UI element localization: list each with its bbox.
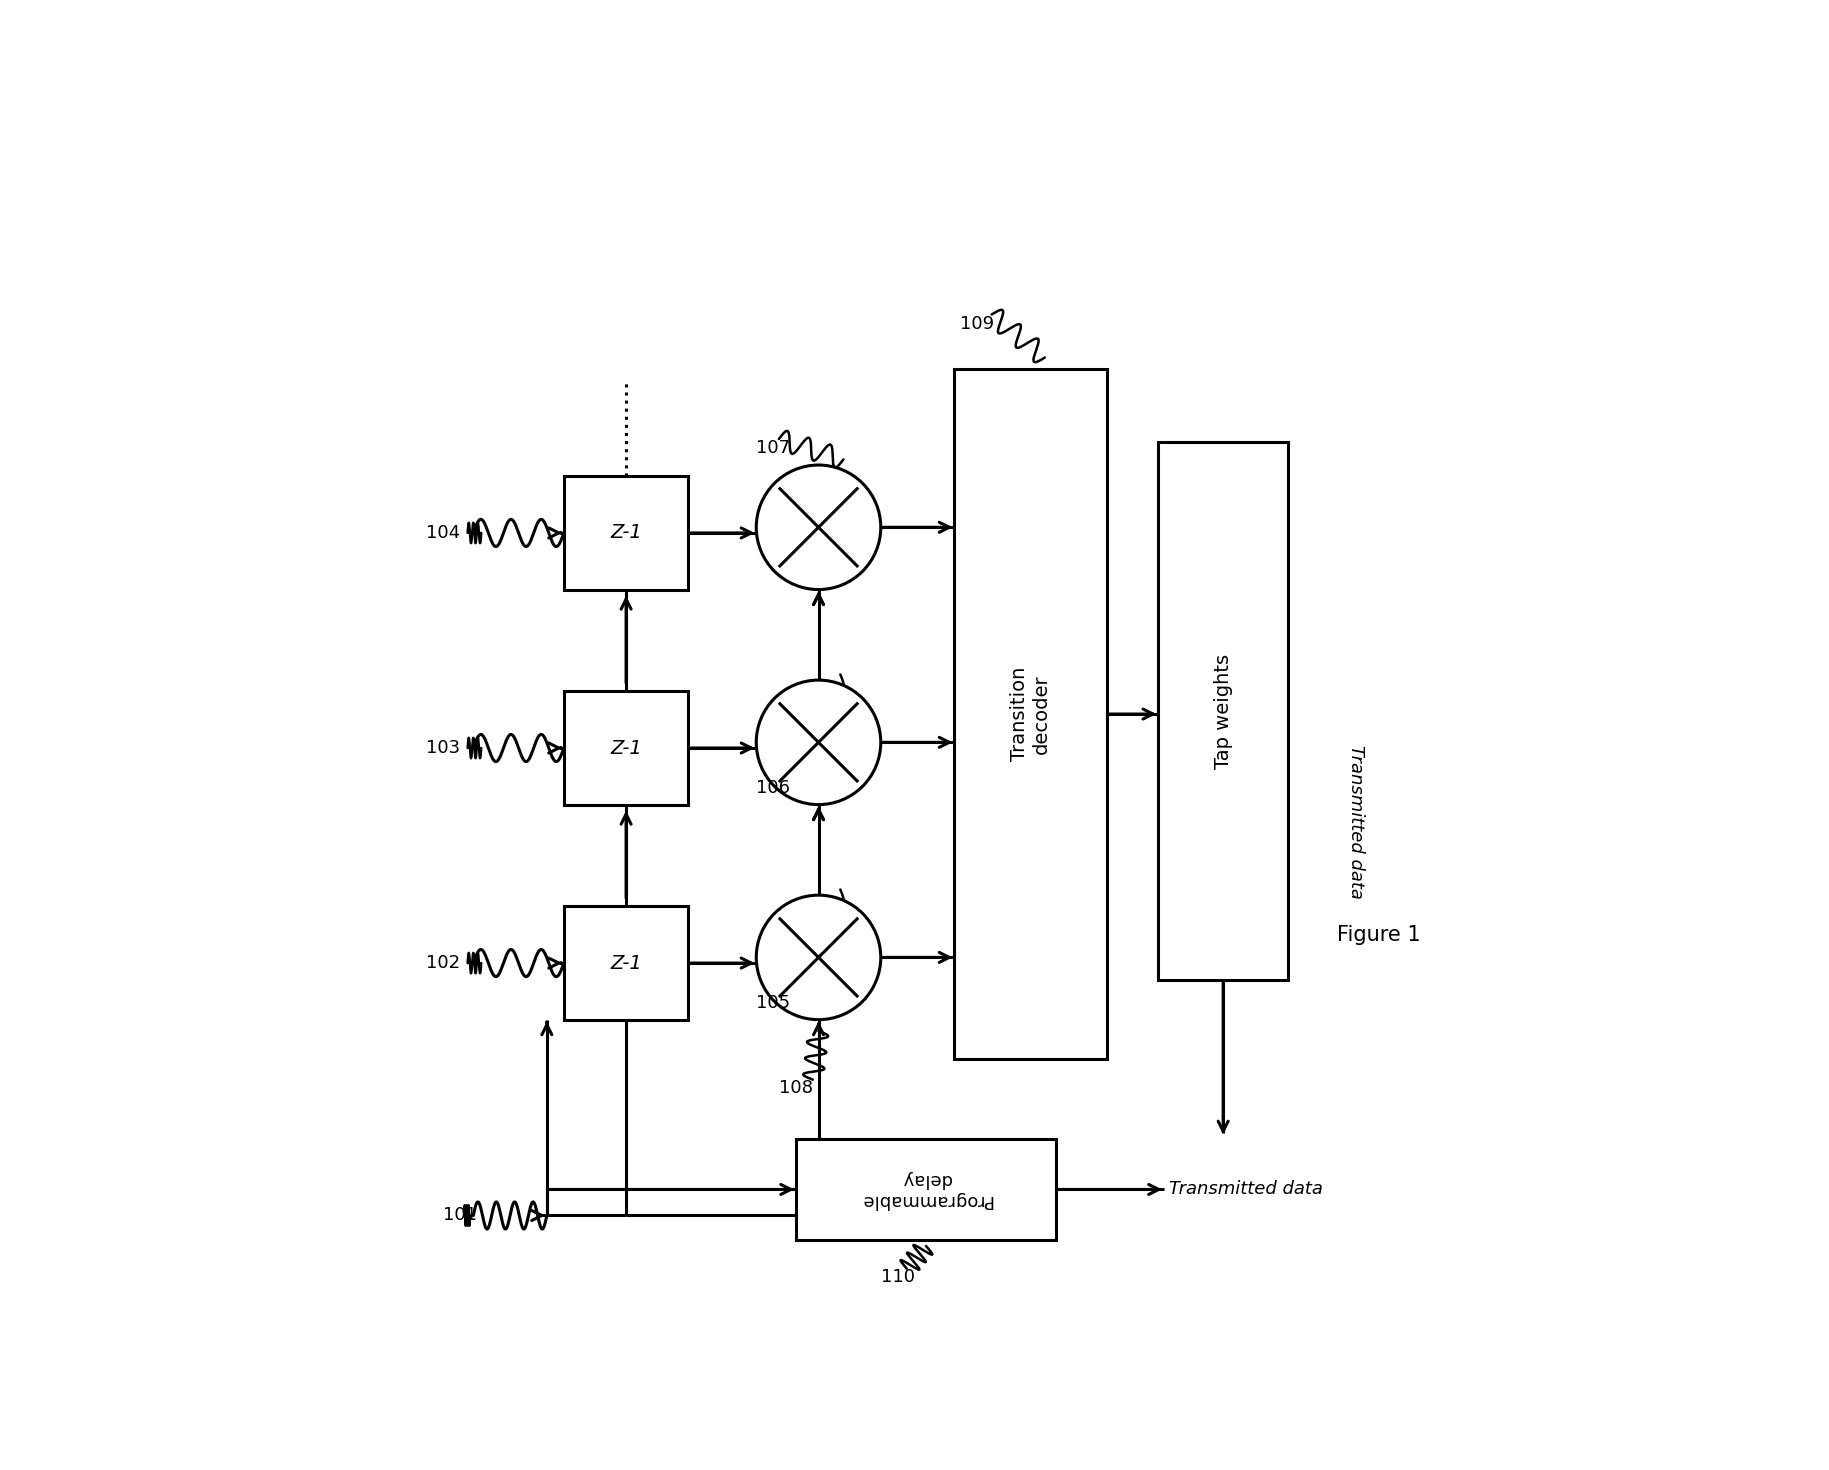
Text: 104: 104 (426, 523, 459, 542)
Text: Transmitted data: Transmitted data (1169, 1180, 1322, 1198)
Circle shape (755, 465, 882, 589)
Text: Figure 1: Figure 1 (1337, 925, 1421, 945)
Bar (563, 907, 688, 1020)
Text: Transition
decoder: Transition decoder (1010, 667, 1052, 761)
Bar (955, 369, 1107, 1060)
Text: 105: 105 (755, 994, 790, 1011)
Text: Z-1: Z-1 (611, 523, 642, 542)
Text: Tap weights: Tap weights (1214, 654, 1233, 769)
Bar (563, 691, 688, 804)
Text: 108: 108 (779, 1079, 812, 1097)
Bar (1158, 442, 1288, 980)
Text: 106: 106 (755, 779, 790, 797)
Circle shape (755, 681, 882, 804)
Text: 102: 102 (426, 954, 459, 972)
Text: 103: 103 (426, 739, 459, 757)
Text: Programmable
delay: Programmable delay (860, 1170, 993, 1208)
Text: 101: 101 (443, 1207, 477, 1225)
Text: 109: 109 (960, 315, 993, 332)
Text: Z-1: Z-1 (611, 738, 642, 757)
Text: 107: 107 (755, 440, 790, 457)
Text: 110: 110 (882, 1267, 914, 1286)
Bar (563, 476, 688, 589)
Bar (796, 1139, 1055, 1241)
Text: Z-1: Z-1 (611, 954, 642, 973)
Circle shape (755, 895, 882, 1020)
Text: Transmitted data: Transmitted data (1348, 745, 1364, 898)
